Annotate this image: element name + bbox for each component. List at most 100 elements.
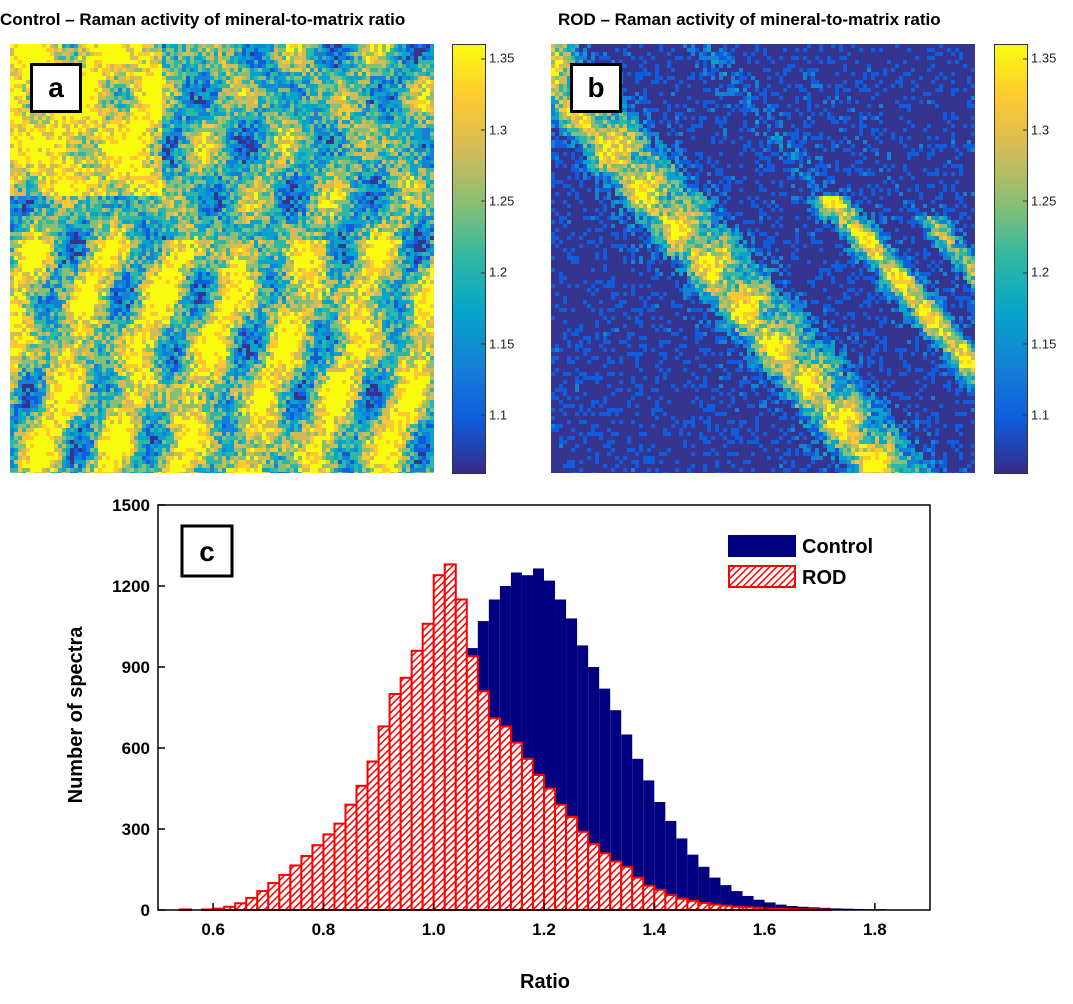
panel-a-label: a <box>30 63 82 113</box>
rod-bar <box>620 865 634 911</box>
control-bar <box>566 618 578 910</box>
rod-bar <box>708 903 722 912</box>
rod-bar <box>234 902 248 911</box>
rod-bar <box>498 725 512 911</box>
rod-bar <box>278 873 292 911</box>
rod-bar <box>256 890 270 912</box>
rod-bar <box>642 884 656 912</box>
x-tick-label: 1.6 <box>753 920 777 939</box>
control-bar <box>676 838 688 910</box>
control-bar <box>753 899 765 910</box>
control-bar <box>742 895 754 910</box>
rod-bar <box>300 855 314 911</box>
rod-bar <box>366 760 380 911</box>
y-tick-label: 0 <box>141 901 150 920</box>
colorbar-a-tick: 1.25 <box>480 193 514 208</box>
panel-c-letter: c <box>199 536 215 567</box>
legend-swatch-control <box>728 535 796 557</box>
control-bar <box>599 688 611 910</box>
colorbar-a-tick: 1.3 <box>480 122 507 137</box>
legend-label-control: Control <box>802 536 873 558</box>
legend-label-rod: ROD <box>802 567 846 589</box>
rod-bar <box>432 574 446 911</box>
y-tick-label: 1500 <box>112 496 150 515</box>
rod-bar <box>289 864 303 912</box>
y-tick-label: 900 <box>122 658 150 677</box>
control-bar <box>830 908 842 910</box>
x-tick-label: 1.8 <box>863 920 887 939</box>
control-bar <box>720 885 732 910</box>
y-tick-label: 600 <box>122 739 150 758</box>
x-tick-label: 0.8 <box>312 920 336 939</box>
rod-bar <box>675 897 689 912</box>
x-tick-label: 1.0 <box>422 920 446 939</box>
control-bar <box>632 758 644 910</box>
control-bar <box>687 854 699 910</box>
legend-swatch-rod <box>728 565 796 588</box>
control-bar <box>775 904 787 910</box>
rod-bar <box>487 717 501 911</box>
control-bar <box>588 667 600 910</box>
colorbar-a <box>452 44 486 474</box>
colorbar-a-tick: 1.2 <box>480 265 507 280</box>
control-bar <box>544 580 556 910</box>
colorbar-b-tick: 1.25 <box>1022 193 1056 208</box>
panel-b-title: ROD – Raman activity of mineral-to-matri… <box>558 10 941 29</box>
rod-bar <box>377 725 391 911</box>
control-bar <box>643 780 655 910</box>
x-tick-label: 0.6 <box>201 920 225 939</box>
rod-bar <box>686 899 700 912</box>
rod-bar <box>454 598 468 911</box>
colorbar-b-tick: 1.15 <box>1022 336 1056 351</box>
rod-bar <box>587 842 601 912</box>
colorbar-b <box>994 44 1028 474</box>
control-bar <box>764 902 776 910</box>
colorbar-b-tick: 1.35 <box>1022 51 1056 66</box>
rod-bar <box>565 815 579 912</box>
rod-bar <box>333 822 347 912</box>
control-bar <box>577 645 589 910</box>
rod-bar <box>443 563 457 912</box>
rod-bar <box>322 833 336 911</box>
rod-bar <box>388 693 402 911</box>
histogram-axes: 0.6 0.8 1.0 1.2 1.4 1.6 1.8 0 300 600 900 1200 1500 <box>112 496 931 939</box>
control-bar <box>665 820 677 910</box>
x-axis-label: Ratio <box>520 971 570 993</box>
rod-bar <box>344 803 358 912</box>
rod-bar <box>509 741 523 911</box>
colorbar-b-ticks: 1.35 1.3 1.25 1.2 1.15 1.1 <box>1022 44 1073 474</box>
panel-c-label: c <box>180 524 234 578</box>
colorbar-a-tick: 1.1 <box>480 407 507 422</box>
y-tick-label: 1200 <box>112 577 150 596</box>
histogram-chart: 0.6 0.8 1.0 1.2 1.4 1.6 1.8030060090012001500 … <box>65 496 931 993</box>
rod-bar <box>465 655 479 911</box>
y-axis-label: Number of spectra <box>65 626 87 804</box>
control-bar <box>698 866 710 910</box>
rod-raman-map <box>551 44 975 473</box>
rod-bar <box>697 901 711 912</box>
colorbar-b-tick: 1.1 <box>1022 407 1049 422</box>
rod-series-bars <box>179 563 832 912</box>
rod-bar <box>531 774 546 911</box>
colorbar-a-tick: 1.15 <box>480 336 514 351</box>
rod-bar <box>576 830 590 912</box>
colorbar-b-tick: 1.2 <box>1022 265 1049 280</box>
control-bar <box>555 599 567 910</box>
control-bar <box>521 575 533 910</box>
control-bar <box>510 572 522 910</box>
x-tick-label: 1.2 <box>532 920 556 939</box>
panel-a-title: Control – Raman activity of mineral-to-m… <box>0 10 406 29</box>
rod-bar <box>245 896 259 912</box>
control-bar <box>709 877 721 910</box>
rod-bar <box>609 860 623 911</box>
rod-bar <box>653 888 667 911</box>
panel-b-label: b <box>570 63 622 113</box>
rod-bar <box>520 757 534 911</box>
rod-bar <box>598 852 612 911</box>
rod-bar <box>543 787 557 911</box>
rod-bar <box>311 844 325 912</box>
rod-bar <box>631 876 645 912</box>
control-bar <box>532 568 544 910</box>
rod-bar <box>267 882 281 911</box>
rod-bar <box>355 784 369 911</box>
